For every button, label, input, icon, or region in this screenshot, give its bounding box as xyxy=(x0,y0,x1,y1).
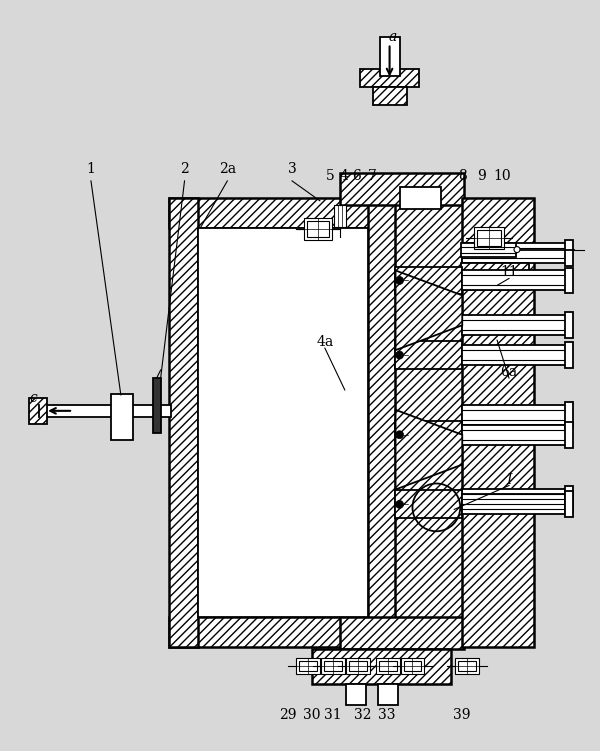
Bar xyxy=(377,683,398,705)
Text: 7: 7 xyxy=(368,169,377,183)
Bar xyxy=(321,658,345,674)
Bar xyxy=(39,405,170,417)
Bar xyxy=(379,661,397,671)
Bar xyxy=(312,649,451,683)
Bar xyxy=(461,243,516,257)
Bar xyxy=(304,218,332,240)
Bar xyxy=(461,263,529,291)
Text: 6: 6 xyxy=(352,169,361,183)
Text: 30: 30 xyxy=(303,708,320,722)
Bar xyxy=(307,223,329,234)
Text: 8: 8 xyxy=(458,169,467,183)
Bar xyxy=(29,398,47,424)
Bar xyxy=(152,378,161,433)
Bar xyxy=(462,490,572,509)
Text: 9: 9 xyxy=(477,169,485,183)
Bar xyxy=(169,617,395,647)
Bar xyxy=(400,187,442,209)
Text: 31: 31 xyxy=(324,708,341,722)
Bar xyxy=(401,658,424,674)
Text: 4: 4 xyxy=(340,169,348,183)
Bar xyxy=(565,342,573,368)
Text: a: a xyxy=(388,29,397,44)
Bar xyxy=(395,490,462,518)
Bar xyxy=(474,227,504,249)
Bar xyxy=(565,422,573,448)
Bar xyxy=(395,198,464,647)
Bar xyxy=(565,240,573,266)
Bar xyxy=(340,173,464,205)
Polygon shape xyxy=(395,410,462,490)
Bar xyxy=(462,425,572,445)
Bar xyxy=(565,402,573,428)
Text: 33: 33 xyxy=(378,708,395,722)
Bar xyxy=(395,267,462,294)
Bar xyxy=(458,661,476,671)
Bar xyxy=(380,37,400,77)
Bar xyxy=(565,267,573,294)
Bar xyxy=(462,270,572,291)
Bar xyxy=(373,87,407,105)
Bar xyxy=(477,230,501,246)
Bar xyxy=(462,345,572,365)
Bar xyxy=(296,658,320,674)
Bar xyxy=(111,394,133,439)
Circle shape xyxy=(395,500,404,508)
Bar xyxy=(307,221,329,237)
Text: 6a: 6a xyxy=(500,365,518,379)
Bar xyxy=(299,661,317,671)
Bar xyxy=(368,198,395,647)
Bar xyxy=(169,198,199,647)
Bar xyxy=(462,494,572,514)
Text: 5: 5 xyxy=(325,169,334,183)
Bar xyxy=(376,658,400,674)
Bar xyxy=(360,69,419,87)
Text: 10: 10 xyxy=(493,169,511,183)
Bar xyxy=(455,658,479,674)
Bar xyxy=(395,341,462,369)
Bar xyxy=(334,205,346,227)
Polygon shape xyxy=(395,270,462,350)
Bar xyxy=(324,661,342,671)
Text: 39: 39 xyxy=(452,708,470,722)
Circle shape xyxy=(395,431,404,439)
Bar xyxy=(169,198,395,228)
Bar xyxy=(462,243,572,263)
Circle shape xyxy=(514,246,520,252)
Text: I: I xyxy=(506,472,512,487)
Bar xyxy=(349,661,367,671)
Bar xyxy=(565,487,573,512)
Text: 3: 3 xyxy=(287,162,296,176)
Text: 1: 1 xyxy=(86,162,95,176)
Circle shape xyxy=(395,351,404,359)
Bar xyxy=(462,405,572,425)
Bar xyxy=(565,312,573,338)
Text: 2: 2 xyxy=(180,162,189,176)
Text: 2a: 2a xyxy=(219,162,236,176)
Circle shape xyxy=(395,276,404,285)
Bar xyxy=(346,683,365,705)
Bar xyxy=(346,658,370,674)
Text: 11: 11 xyxy=(500,266,518,279)
Text: 4a: 4a xyxy=(316,335,334,349)
Bar xyxy=(404,661,421,671)
Bar xyxy=(340,617,464,649)
Bar xyxy=(565,491,573,517)
Bar xyxy=(462,198,534,647)
Bar xyxy=(395,421,462,448)
Text: c: c xyxy=(29,391,37,405)
Bar xyxy=(462,315,572,335)
Bar xyxy=(199,228,368,617)
Text: 29: 29 xyxy=(280,708,297,722)
Text: 32: 32 xyxy=(354,708,371,722)
